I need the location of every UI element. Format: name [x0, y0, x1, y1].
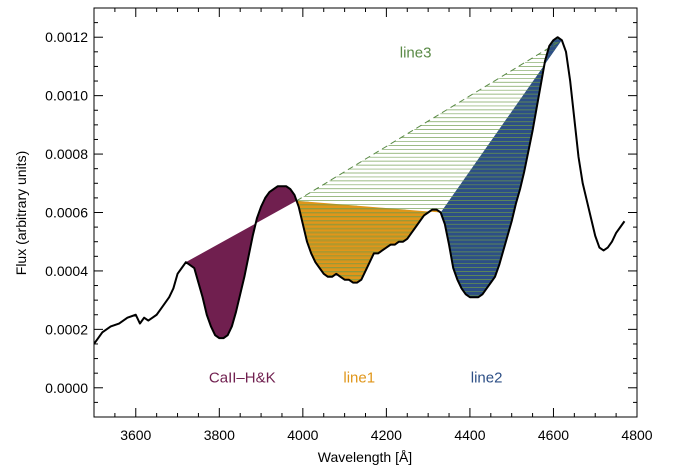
y-axis-label: Flux (arbitrary units)	[13, 151, 29, 275]
y-tick-label: 0.0000	[45, 380, 88, 396]
x-tick-label: 3800	[204, 427, 235, 443]
feature-label-line1: line1	[343, 370, 375, 387]
y-tick-label: 0.0006	[45, 205, 88, 221]
feature-label-line3: line3	[400, 45, 432, 62]
continuum-lines	[296, 39, 563, 202]
spectrum-curve-group	[94, 36, 626, 345]
x-axis-ticks: 3600 3800 4000 4200 4400 4600 4800	[93, 8, 653, 443]
feature-fill-line1	[296, 200, 441, 283]
x-tick-label: 4400	[454, 427, 485, 443]
feature-labels: CaII–H&K line1 line2 line3	[209, 45, 503, 387]
spectrum-curve	[94, 36, 626, 345]
y-tick-label: 0.0008	[45, 146, 88, 162]
feature-fill-caii	[185, 186, 297, 339]
feature-label-caiihk: CaII–H&K	[209, 370, 276, 387]
continuum-line3	[296, 39, 563, 202]
x-tick-label: 4600	[538, 427, 569, 443]
y-tick-label: 0.0004	[45, 263, 88, 279]
hatch-lines	[297, 38, 561, 296]
x-axis-label: Wavelength [Å]	[318, 449, 412, 465]
x-tick-label: 4200	[371, 427, 402, 443]
x-tick-label: 4800	[621, 427, 652, 443]
y-tick-label: 0.0012	[45, 29, 88, 45]
feature-label-line2: line2	[471, 370, 503, 387]
x-tick-label: 3600	[120, 427, 151, 443]
y-tick-label: 0.0002	[45, 321, 88, 337]
y-tick-label: 0.0010	[45, 88, 88, 104]
x-tick-label: 4000	[287, 427, 318, 443]
y-axis-ticks: 0.0000 0.0002 0.0004 0.0006 0.0008 0.0010 0.00…	[45, 22, 637, 418]
